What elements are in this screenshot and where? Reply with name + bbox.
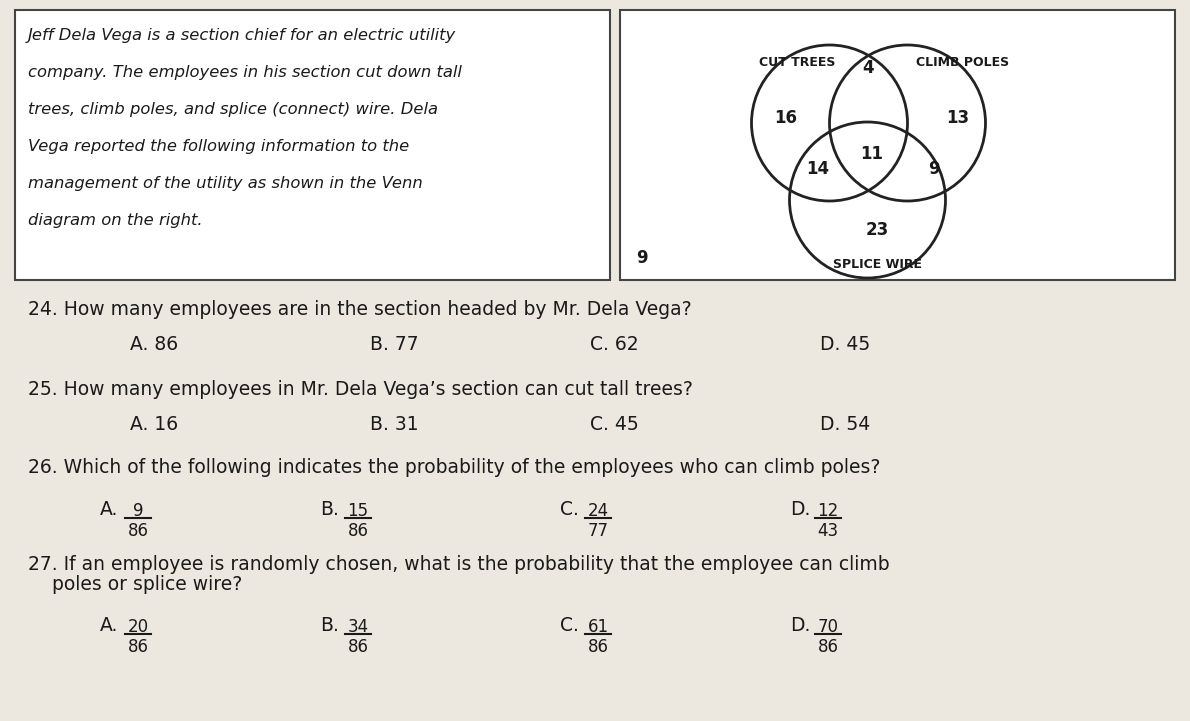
Text: D.: D. [790,500,810,519]
Text: 61: 61 [588,618,608,636]
Text: 20: 20 [127,618,149,636]
Bar [15,10,610,280]
Text: 25. How many employees in Mr. Dela Vega’s section can cut tall trees?: 25. How many employees in Mr. Dela Vega’… [29,380,693,399]
Text: 9: 9 [928,161,939,179]
Text: B. 77: B. 77 [370,335,419,354]
Text: C. 62: C. 62 [590,335,639,354]
Text: C.: C. [560,500,578,519]
Text: C. 45: C. 45 [590,415,639,434]
Text: D.: D. [790,616,810,635]
Text: diagram on the right.: diagram on the right. [29,213,202,228]
Text: A.: A. [100,500,118,519]
Text: 70: 70 [818,618,839,636]
Text: Vega reported the following information to the: Vega reported the following information … [29,139,409,154]
Text: 86: 86 [818,638,839,656]
Text: 86: 86 [127,522,149,540]
Text: poles or splice wire?: poles or splice wire? [29,575,243,594]
Text: trees, climb poles, and splice (connect) wire. Dela: trees, climb poles, and splice (connect)… [29,102,438,117]
Bar [620,10,1175,280]
Text: 4: 4 [863,59,875,77]
Text: 86: 86 [347,522,369,540]
Text: B.: B. [320,616,339,635]
Text: 43: 43 [818,522,839,540]
Text: 12: 12 [818,502,839,520]
Text: CLIMB POLES: CLIMB POLES [916,56,1009,69]
Text: 86: 86 [127,638,149,656]
Text: 26. Which of the following indicates the probability of the employees who can cl: 26. Which of the following indicates the… [29,458,881,477]
Text: 24: 24 [588,502,608,520]
Text: Jeff Dela Vega is a section chief for an electric utility: Jeff Dela Vega is a section chief for an… [29,28,456,43]
Text: 9: 9 [133,502,143,520]
Text: SPLICE WIRE: SPLICE WIRE [833,259,922,272]
Text: 86: 86 [588,638,608,656]
Text: B. 31: B. 31 [370,415,419,434]
Text: 11: 11 [860,145,884,163]
Text: 15: 15 [347,502,369,520]
Text: 9: 9 [637,249,647,267]
Text: 77: 77 [588,522,608,540]
Text: D. 45: D. 45 [820,335,870,354]
Text: CUT TREES: CUT TREES [759,56,835,69]
Text: 16: 16 [774,109,797,127]
Text: D. 54: D. 54 [820,415,870,434]
Text: 23: 23 [866,221,889,239]
Text: A. 86: A. 86 [130,335,178,354]
Text: 34: 34 [347,618,369,636]
Text: 86: 86 [347,638,369,656]
Text: 14: 14 [806,161,829,179]
Text: 27. If an employee is randomly chosen, what is the probability that the employee: 27. If an employee is randomly chosen, w… [29,555,890,574]
Text: B.: B. [320,500,339,519]
Text: A. 16: A. 16 [130,415,178,434]
Text: 13: 13 [946,109,969,127]
Text: management of the utility as shown in the Venn: management of the utility as shown in th… [29,176,422,191]
Text: company. The employees in his section cut down tall: company. The employees in his section cu… [29,65,462,80]
Text: C.: C. [560,616,578,635]
Text: 24. How many employees are in the section headed by Mr. Dela Vega?: 24. How many employees are in the sectio… [29,300,691,319]
Text: A.: A. [100,616,118,635]
